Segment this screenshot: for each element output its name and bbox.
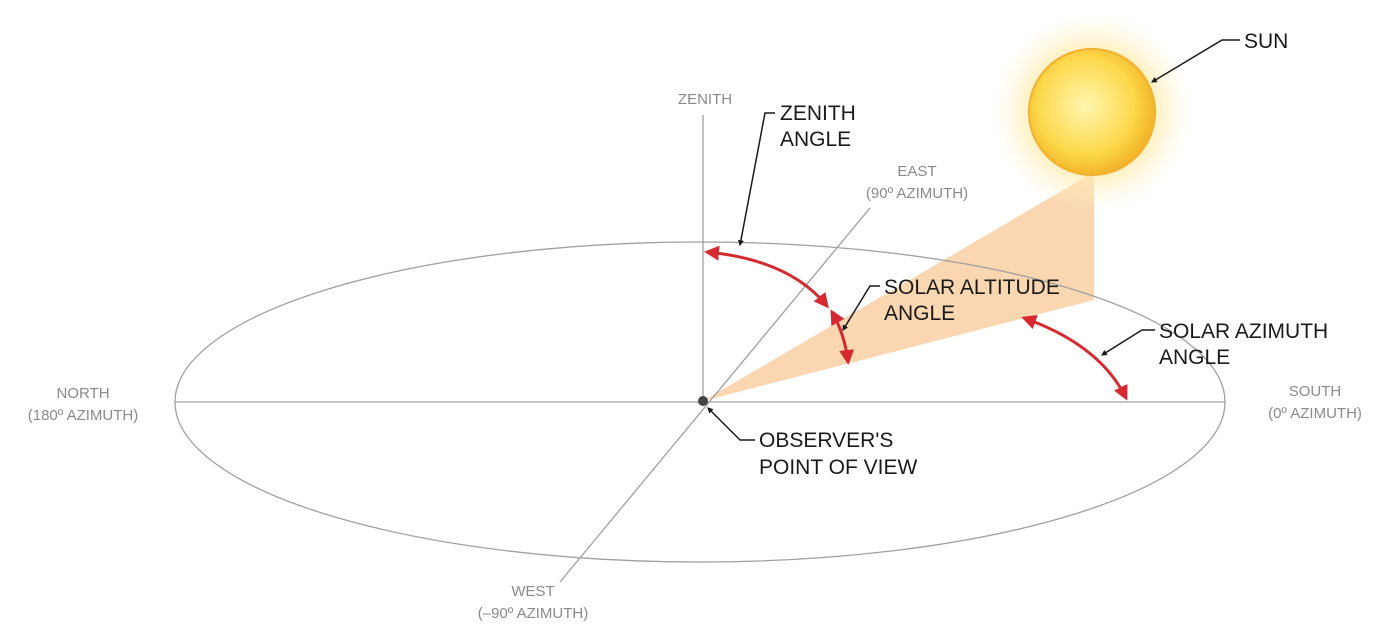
azimuth-angle-leader [1102,330,1155,355]
east-label: (90º AZIMUTH) [866,185,968,202]
west-label: WEST [511,583,554,600]
zenith-angle-label: ANGLE [780,128,851,151]
east-label: EAST [897,163,936,180]
east-west-axis [560,208,870,582]
zenith-angle-arc [707,252,827,306]
solar-altitude-label: SOLAR ALTITUDE [884,276,1060,299]
solar-azimuth-label: ANGLE [1159,346,1230,369]
diagram: ZENITH EAST (90º AZIMUTH) NORTH (180º AZIMUT… [0,0,1392,628]
south-label: (0º AZIMUTH) [1268,405,1362,422]
page: {"directions": { "zenith": ["ZENITH"], "… [0,0,1392,628]
sun-label: SUN [1244,30,1288,53]
zenith-angle-leader [740,113,775,245]
observer-label: OBSERVER'S [759,429,893,452]
sun [1029,49,1155,175]
observer-label: POINT OF VIEW [759,456,917,479]
north-label: NORTH [56,385,109,402]
south-label: SOUTH [1289,383,1342,400]
solar-azimuth-label: SOLAR AZIMUTH [1159,320,1328,343]
solar-altitude-label: ANGLE [884,302,955,325]
zenith-label: ZENITH [678,91,732,108]
observer-leader [708,408,755,440]
observer-point [698,396,708,406]
azimuth-angle-arc [1024,318,1126,398]
north-label: (180º AZIMUTH) [28,407,139,424]
zenith-angle-label: ZENITH [780,102,856,125]
west-label: (–90º AZIMUTH) [478,605,589,622]
